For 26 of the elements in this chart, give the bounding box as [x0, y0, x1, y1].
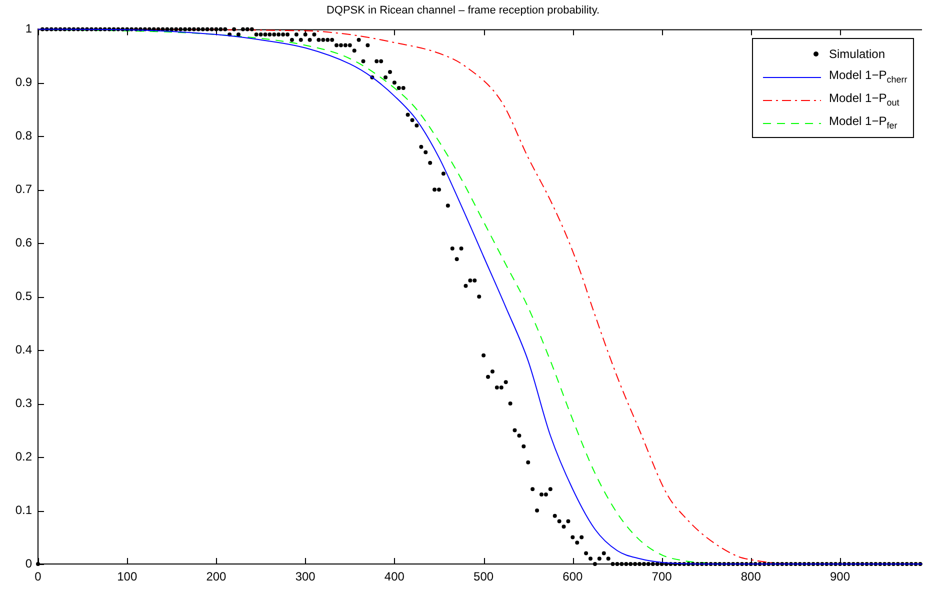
- x-tick-label: 500: [474, 570, 494, 584]
- y-tick-label: 0.8: [15, 128, 32, 142]
- x-tick-label: 900: [830, 570, 850, 584]
- x-tick-label: 0: [34, 570, 42, 584]
- x-tick-label: 600: [562, 570, 584, 584]
- x-tick-label: 700: [652, 570, 672, 584]
- x-tick-label: 800: [740, 570, 762, 584]
- y-tick-label: 0.2: [15, 449, 32, 464]
- y-tick-label: 0.7: [15, 182, 32, 196]
- y-tick-label: 0.3: [15, 396, 32, 410]
- y-tick-label: 1: [25, 22, 32, 36]
- chart-title: DQPSK in Ricean channel – frame reception probability.: [326, 4, 600, 17]
- legend-label: Model 1−P$_{fer}$: [829, 114, 898, 131]
- x-tick-label: 200: [206, 570, 227, 584]
- x-tick-label: 300: [295, 570, 316, 584]
- y-tick-label: 0.6: [15, 235, 32, 250]
- y-tick-label: 0.9: [15, 74, 32, 89]
- y-tick-label: 0.1: [15, 502, 32, 517]
- x-tick-label: 400: [384, 570, 405, 584]
- y-tick-label: 0.5: [15, 288, 32, 303]
- legend-label: Simulation: [829, 46, 886, 61]
- y-tick-label: 0: [25, 556, 32, 570]
- legend-label: Model 1−P$_{cherr}$: [829, 68, 908, 85]
- y-tick-label: 0.4: [15, 342, 32, 356]
- legend-label: Model 1−P$_{out}$: [829, 91, 900, 108]
- x-tick-label: 100: [117, 570, 138, 584]
